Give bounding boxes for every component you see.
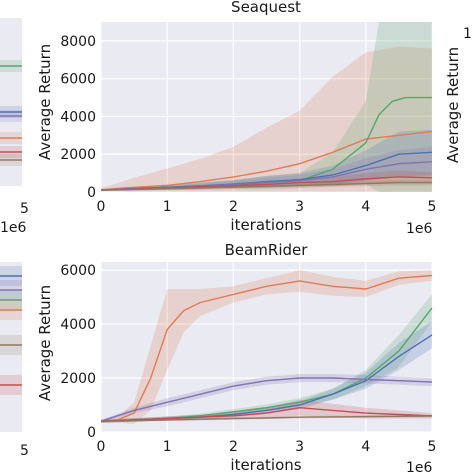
y-tick-label: 6000 — [60, 263, 96, 279]
y-tick-label: 6000 — [60, 72, 96, 88]
series-line — [100, 415, 433, 422]
series-band — [101, 22, 432, 192]
x-tick-label: 5 — [428, 439, 437, 455]
x-tick-label: 2 — [229, 199, 238, 215]
x-tick-label: 4 — [361, 439, 370, 455]
left-fragment-bottom: 5 — [0, 262, 29, 459]
series-band — [101, 294, 432, 423]
seaquest-xlabel: iterations — [230, 216, 301, 234]
y-tick-label: 4000 — [60, 109, 96, 125]
series-line — [100, 406, 433, 422]
series-band — [101, 270, 432, 424]
right-fragment: 1 Average Return — [444, 26, 472, 163]
beamrider-lines — [100, 274, 433, 423]
left-plot-bg-bottom — [0, 262, 22, 432]
x-tick-label: 1 — [163, 199, 172, 215]
beamrider-xticks: 0 1 2 3 4 5 — [97, 439, 437, 455]
y-tick-label: 2000 — [60, 147, 96, 163]
y-tick-label: 0 — [87, 185, 96, 201]
series-band — [101, 374, 432, 423]
series-line — [100, 377, 433, 422]
seaquest-yticks: 0 2000 4000 6000 8000 — [60, 34, 96, 201]
series-band — [101, 170, 432, 191]
seaquest-plot-area — [101, 22, 432, 192]
x-tick-label: 0 — [97, 199, 106, 215]
seaquest-gridlines — [100, 22, 433, 193]
series-band — [101, 129, 432, 192]
right-top-ytick: 1 — [463, 26, 472, 42]
seaquest-chart: 0 1 2 3 4 5 0 2000 4000 6000 8000 Seaquest iterat… — [36, 0, 436, 237]
beamrider-yticks: 0 2000 4000 6000 — [60, 263, 96, 441]
beamrider-xlabel: iterations — [230, 456, 301, 474]
beamrider-plot-area — [101, 262, 432, 432]
beamrider-gridlines — [100, 262, 433, 433]
y-tick-label: 4000 — [60, 317, 96, 333]
seaquest-xmultiplier: 1e6 — [406, 221, 433, 237]
x-tick-label: 3 — [295, 199, 304, 215]
y-tick-label: 0 — [87, 425, 96, 441]
y-tick-label: 8000 — [60, 34, 96, 50]
seaquest-ylabel: Average Return — [36, 44, 54, 160]
x-tick-label: 1 — [163, 439, 172, 455]
beamrider-xmultiplier: 1e6 — [406, 460, 433, 474]
beamrider-ylabel: Average Return — [36, 285, 54, 401]
right-ylabel: Average Return — [444, 47, 462, 163]
seaquest-xticks: 0 1 2 3 4 5 — [97, 199, 437, 215]
left-top-xtick: 5 — [20, 201, 29, 217]
x-tick-label: 4 — [361, 199, 370, 215]
left-fragment-top: 5 1e6 — [0, 18, 29, 236]
x-tick-label: 0 — [97, 439, 106, 455]
series-line — [100, 130, 433, 191]
beamrider-chart: 0 1 2 3 4 5 0 2000 4000 6000 BeamRider iteration… — [36, 241, 436, 474]
series-line — [100, 274, 433, 423]
x-tick-label: 2 — [229, 439, 238, 455]
x-tick-label: 3 — [295, 439, 304, 455]
y-tick-label: 2000 — [60, 371, 96, 387]
seaquest-lines — [100, 96, 433, 191]
series-line — [100, 181, 432, 191]
beamrider-title: BeamRider — [225, 241, 309, 259]
x-tick-label: 5 — [428, 199, 437, 215]
left-bottom-xtick: 5 — [20, 443, 29, 459]
left-top-xmultiplier: 1e6 — [0, 220, 27, 236]
left-plot-bg-top — [0, 18, 22, 186]
seaquest-title: Seaquest — [231, 0, 301, 16]
